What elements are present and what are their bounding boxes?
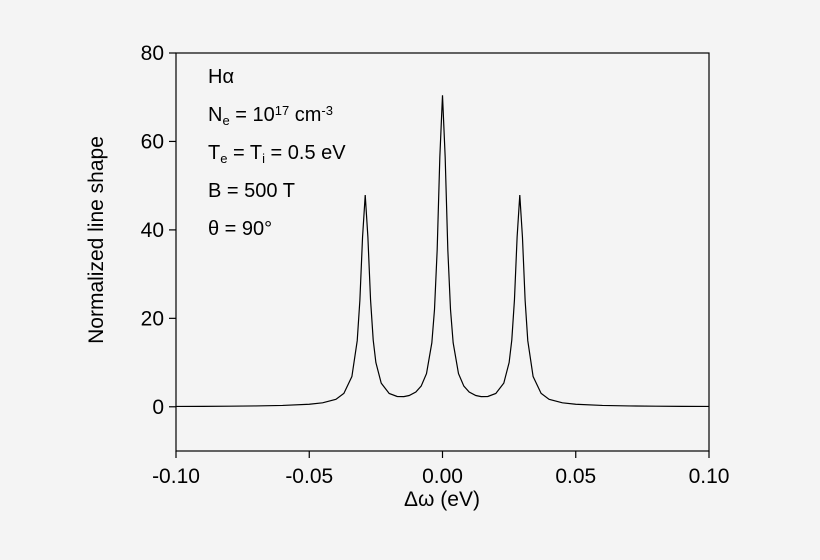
annotation-part: -3 — [321, 103, 333, 118]
annotation-part: = 10 — [230, 104, 275, 126]
annotation: Te = Ti = 0.5 eV — [208, 142, 346, 166]
y-tick-label: 0 — [152, 396, 164, 419]
annotation-part: e — [222, 113, 229, 128]
annotation-part: e — [220, 151, 227, 166]
annotation-part: = 0.5 eV — [265, 142, 346, 164]
annotation-part: i — [262, 151, 265, 166]
x-tick-label: 0.05 — [555, 465, 596, 488]
annotation-part: cm — [289, 104, 321, 126]
y-tick-label: 80 — [141, 42, 164, 65]
annotation: B = 500 T — [208, 180, 295, 202]
annotation-part: B = 500 T — [208, 180, 295, 202]
data-line — [175, 95, 710, 408]
annotation-part: Hα — [208, 66, 234, 88]
annotation-part: T — [208, 142, 220, 164]
annotation: Hα — [208, 66, 234, 88]
annotation-part: N — [208, 104, 222, 126]
y-axis-label: Normalized line shape — [85, 136, 108, 344]
annotation-part: = T — [227, 142, 262, 164]
x-tick-label: 0.10 — [689, 465, 730, 488]
annotation-part: 17 — [275, 103, 289, 118]
x-tick-label: -0.10 — [152, 465, 200, 488]
y-tick-label: 20 — [141, 307, 164, 330]
y-tick-label: 60 — [141, 130, 164, 153]
annotation: θ = 90° — [208, 218, 272, 240]
annotation: Ne = 1017 cm-3 — [208, 103, 333, 128]
annotation-part: θ = 90° — [208, 218, 272, 240]
x-tick-label: -0.05 — [285, 465, 333, 488]
y-tick-label: 40 — [141, 219, 164, 242]
x-tick-label: 0.00 — [422, 465, 463, 488]
x-axis-label: Δω (eV) — [404, 488, 480, 511]
